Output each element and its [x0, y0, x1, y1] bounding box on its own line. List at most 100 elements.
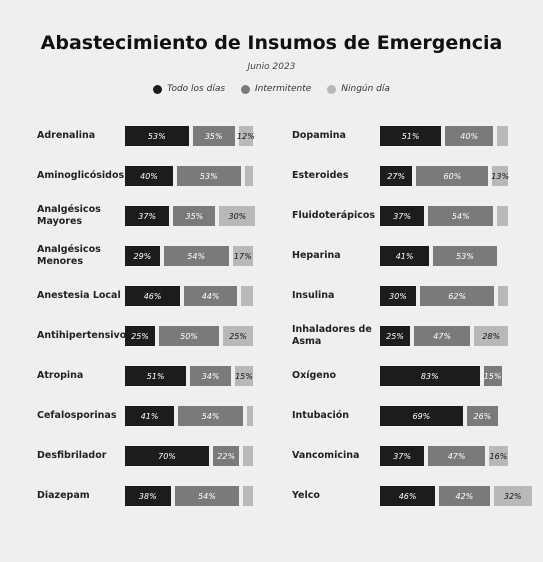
bar-group: 27% 60% 13% [380, 166, 509, 186]
bar-group: 51% 40% [380, 126, 508, 146]
value-label: 27% [387, 171, 406, 181]
category-label: Esteroides [292, 170, 349, 181]
bar-segment: 25% [223, 326, 253, 346]
bar-segment [497, 206, 508, 226]
value-label: 35% [185, 211, 204, 221]
chart-subtitle: Junio 2023 [247, 62, 296, 72]
value-label: 46% [143, 291, 162, 301]
bar-segment: 26% [466, 406, 498, 426]
bar-segment: 70% [125, 446, 209, 466]
category-label: Analgésicos Menores [37, 244, 101, 267]
category-label: Insulina [292, 290, 335, 301]
bar-segment: 54% [178, 406, 243, 426]
value-label: 46% [398, 491, 417, 501]
bar-segment: 46% [380, 486, 436, 506]
row: Desfibrilador 70% 22% [37, 436, 287, 476]
bar-segment: 30% [380, 286, 416, 306]
row: Heparina 41% 53% [292, 236, 542, 276]
category-label: Cefalosporinas [37, 410, 117, 421]
bar-segment: 34% [190, 366, 231, 386]
bar-segment [244, 166, 253, 186]
category-label: Desfibrilador [37, 450, 107, 461]
value-label: 51% [401, 131, 420, 141]
value-label: 15% [483, 371, 502, 381]
bar-segment: 40% [445, 126, 494, 146]
bar-segment: 37% [125, 206, 170, 226]
bar-segment: 15% [483, 366, 502, 386]
value-label: 34% [201, 371, 220, 381]
bar-group: 29% 54% 17% [125, 246, 253, 266]
value-label: 47% [447, 451, 466, 461]
bar-segment: 41% [380, 246, 430, 266]
value-label: 22% [217, 451, 236, 461]
bar-segment: 16% [488, 446, 508, 466]
category-label: Intubación [292, 410, 349, 421]
value-label: 28% [482, 331, 501, 341]
bar-group: 30% 62% [380, 286, 508, 306]
row: Dopamina 51% 40% [292, 116, 542, 156]
value-label: 16% [489, 451, 508, 461]
value-label: 32% [503, 491, 522, 501]
value-label: 37% [393, 451, 412, 461]
row: Oxígeno 83% 15% [292, 356, 542, 396]
bar-segment: 51% [125, 366, 187, 386]
row: Esteroides 27% 60% 13% [292, 156, 542, 196]
value-label: 40% [460, 131, 479, 141]
row: Analgésicos Mayores 37% 35% 30% [37, 196, 287, 236]
row: Aminoglicósidos 40% 53% [37, 156, 287, 196]
value-label: 54% [201, 411, 220, 421]
category-label: Anestesia Local [37, 290, 121, 301]
category-label: Diazepam [37, 490, 90, 501]
legend-item: Intermitente [241, 84, 311, 94]
legend-label: Todo los días [167, 84, 226, 94]
bar-group: 53% 35% 12% [125, 126, 255, 146]
value-label: 70% [158, 451, 176, 461]
legend-label: Ningún día [341, 84, 390, 94]
column: Adrenalina 53% 35% 12% Aminoglicósidos 40% 53%… [37, 116, 287, 516]
bar-segment: 27% [380, 166, 413, 186]
value-label: 37% [138, 211, 157, 221]
row: Analgésicos Menores 29% 54% 17% [37, 236, 287, 276]
row: Cefalosporinas 41% 54% [37, 396, 287, 436]
bar-segment: 37% [380, 446, 425, 466]
legend-swatch [241, 84, 251, 94]
legend-swatch [153, 84, 163, 94]
category-label: Heparina [292, 250, 341, 261]
bar-segment: 53% [125, 126, 189, 146]
category-label: Vancomicina [292, 450, 360, 461]
value-label: 53% [147, 131, 166, 141]
row: Yelco 46% 42% 32% [292, 476, 542, 516]
value-label: 30% [228, 211, 247, 221]
bar-group: 38% 54% [125, 486, 253, 506]
value-label: 53% [456, 251, 474, 261]
bar-segment: 40% [125, 166, 173, 186]
value-label: 37% [393, 211, 412, 221]
category-label: Analgésicos Mayores [37, 204, 101, 227]
value-label: 42% [455, 491, 474, 501]
bar-segment: 38% [125, 486, 171, 506]
bar-segment: 28% [474, 326, 508, 346]
bar-segment: 47% [414, 326, 471, 346]
row: Fluidoterápicos 37% 54% [292, 196, 542, 236]
bar-segment: 69% [380, 406, 463, 426]
bar-group: 37% 54% [380, 206, 508, 226]
category-label: Atropina [37, 370, 84, 381]
bar-group: 37% 35% 30% [125, 206, 256, 226]
category-label: Fluidoterápicos [292, 210, 376, 221]
row: Insulina 30% 62% [292, 276, 542, 316]
value-label: 25% [229, 331, 247, 341]
bar-segment [246, 406, 253, 426]
value-label: 44% [201, 291, 220, 301]
value-label: 29% [133, 251, 152, 261]
bar-segment: 54% [163, 246, 229, 266]
value-label: 60% [443, 171, 462, 181]
legend-label: Intermitente [255, 84, 312, 94]
bar-segment: 44% [184, 286, 237, 306]
category-label: Adrenalina [37, 130, 96, 141]
value-label: 17% [233, 251, 252, 261]
bar-segment: 15% [234, 366, 253, 386]
legend-item: Todo los días [153, 84, 225, 94]
bar-segment: 54% [174, 486, 240, 506]
bar-group: 40% 53% [125, 166, 253, 186]
bar-segment: 54% [428, 206, 494, 226]
